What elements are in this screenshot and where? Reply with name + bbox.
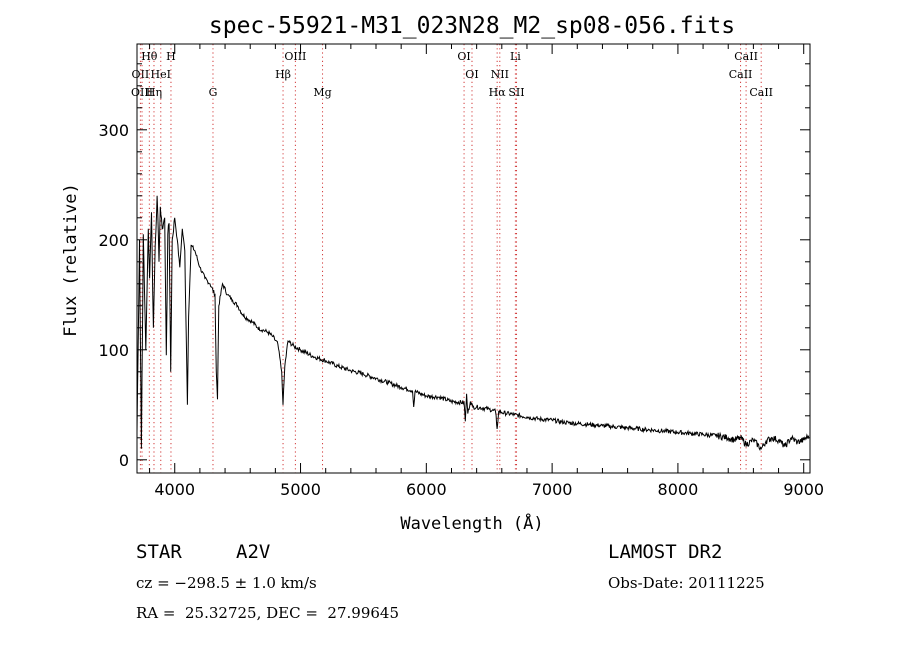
chart-title: spec-55921-M31_023N28_M2_sp08-056.fits (209, 13, 735, 39)
marker-label-2: OIII (284, 50, 306, 63)
redshift-value: cz = −298.5 ± 1.0 km/s (136, 574, 317, 592)
marker-label-9: OI (465, 68, 478, 81)
marker-label-11: CaII (729, 68, 753, 81)
survey-name: LAMOST DR2 (608, 541, 723, 563)
y-tick-label-0: 0 (119, 451, 129, 470)
marker-label-1: H (166, 50, 176, 63)
spectrum-line (136, 195, 810, 451)
y-tick-label-1: 100 (98, 341, 129, 360)
marker-label-7: HeI (151, 68, 171, 81)
marker-label-15: Mg (313, 86, 331, 99)
x-tick-label-1: 5000 (280, 480, 321, 499)
x-axis-label: Wavelength (Å) (400, 512, 543, 534)
observation-date: Obs-Date: 20111225 (608, 574, 765, 592)
marker-label-8: Hβ (275, 68, 291, 81)
x-tick-label-4: 8000 (658, 480, 699, 499)
marker-label-17: SII (508, 86, 524, 99)
axis-ticks: 4000 5000 6000 7000 8000 9000 0 100 200 300 (98, 44, 824, 499)
x-tick-label-5: 9000 (783, 480, 824, 499)
object-subclass: A2V (236, 541, 271, 563)
x-tick-label-2: 6000 (406, 480, 447, 499)
y-tick-label-2: 200 (98, 231, 129, 250)
x-tick-label-0: 4000 (154, 480, 195, 499)
marker-label-0: Hθ (141, 50, 158, 63)
x-tick-label-3: 7000 (532, 480, 573, 499)
plot-frame (136, 43, 811, 474)
coordinates: RA = 25.32725, DEC = 27.99645 (136, 604, 400, 622)
y-tick-label-3: 300 (98, 121, 129, 140)
y-axis-label: Flux (relative) (61, 183, 81, 337)
object-class: STAR (136, 541, 182, 563)
marker-label-10: NII (491, 68, 509, 81)
marker-label-13: Hη (146, 86, 162, 99)
marker-label-4: Li (510, 50, 521, 63)
marker-label-6: OII (132, 68, 150, 81)
marker-label-14: G (209, 86, 218, 99)
marker-label-16: Hα (489, 86, 507, 99)
marker-label-18: CaII (749, 86, 773, 99)
marker-label-5: CaII (734, 50, 758, 63)
marker-label-3: OI (457, 50, 470, 63)
